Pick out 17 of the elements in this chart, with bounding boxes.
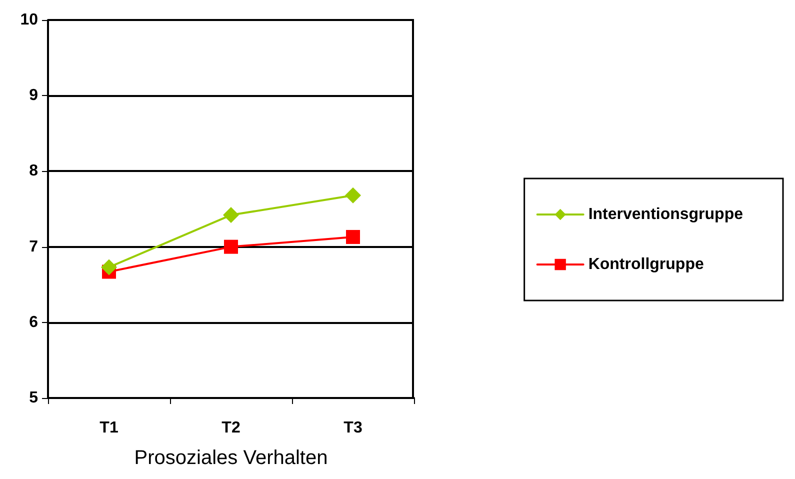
point bbox=[345, 187, 361, 204]
x-tick-label: T3 bbox=[344, 420, 362, 436]
point bbox=[224, 240, 238, 254]
point bbox=[346, 230, 360, 244]
point bbox=[223, 207, 239, 224]
y-tick-label: 6 bbox=[29, 314, 38, 331]
legend-label: Interventionsgruppe bbox=[588, 206, 744, 223]
y-tick-label: 7 bbox=[29, 238, 38, 256]
point bbox=[101, 259, 117, 276]
legend-label: Kontrollgruppe bbox=[588, 256, 704, 273]
y-tick-label: 8 bbox=[29, 162, 38, 180]
x-axis-title: Prosoziales Verhalten bbox=[134, 447, 328, 469]
y-tick-label: 5 bbox=[29, 390, 38, 406]
x-tick-label: T1 bbox=[100, 420, 118, 436]
y-tick-label: 10 bbox=[20, 12, 38, 28]
y-tick-label: 9 bbox=[29, 87, 38, 104]
x-tick-label: T2 bbox=[222, 420, 240, 436]
